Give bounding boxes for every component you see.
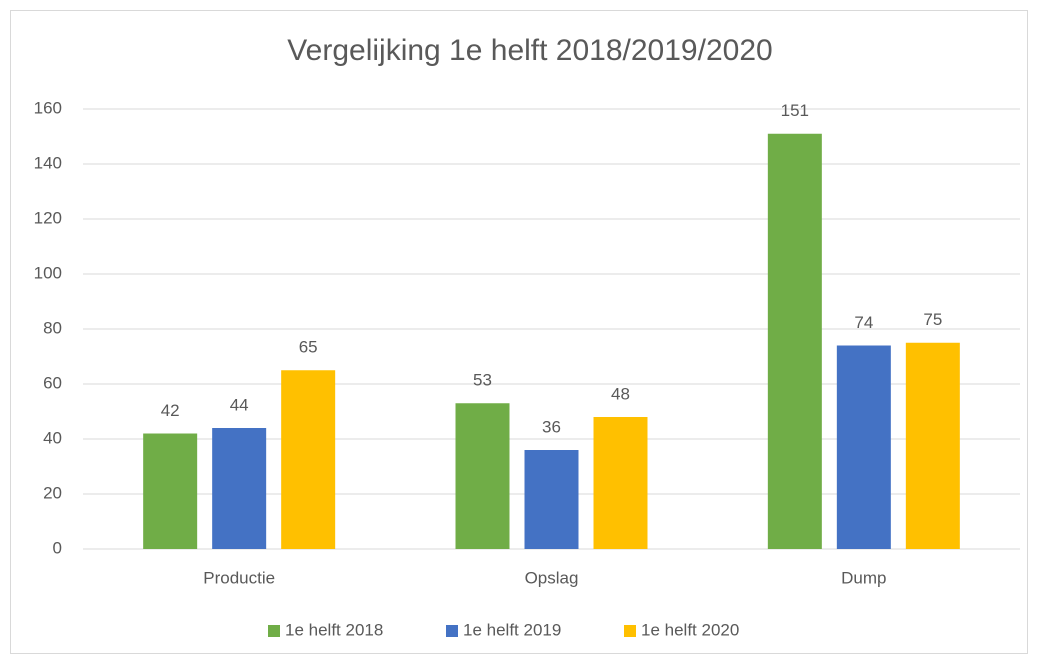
y-tick-label: 120 — [34, 208, 62, 227]
y-tick-label: 60 — [43, 373, 62, 392]
legend-swatch — [624, 625, 636, 637]
legend-label: 1e helft 2020 — [641, 620, 739, 639]
legend-swatch — [446, 625, 458, 637]
bar — [836, 345, 891, 549]
bar — [455, 403, 510, 549]
x-tick-label: Opslag — [525, 568, 579, 587]
bar — [593, 417, 648, 549]
bar — [905, 342, 960, 549]
bar — [281, 370, 336, 549]
chart-frame — [10, 10, 1028, 654]
y-tick-label: 160 — [34, 98, 62, 117]
y-tick-label: 80 — [43, 318, 62, 337]
data-label: 42 — [161, 401, 180, 420]
y-tick-label: 140 — [34, 153, 62, 172]
x-tick-label: Productie — [203, 568, 275, 587]
y-tick-label: 0 — [53, 538, 62, 557]
data-label: 74 — [854, 313, 873, 332]
x-tick-label: Dump — [841, 568, 886, 587]
y-tick-label: 20 — [43, 483, 62, 502]
data-label: 48 — [611, 384, 630, 403]
data-label: 65 — [299, 338, 318, 357]
bar — [524, 450, 579, 549]
data-label: 44 — [230, 395, 249, 414]
data-label: 75 — [923, 310, 942, 329]
data-label: 36 — [542, 417, 561, 436]
chart-title: Vergelijking 1e helft 2018/2019/2020 — [287, 34, 772, 67]
data-label: 53 — [473, 371, 492, 390]
y-tick-label: 40 — [43, 428, 62, 447]
legend-label: 1e helft 2018 — [285, 620, 383, 639]
y-tick-label: 100 — [34, 263, 62, 282]
bar — [212, 428, 267, 549]
bar — [143, 433, 198, 549]
data-label: 151 — [781, 101, 809, 120]
legend-label: 1e helft 2019 — [463, 620, 561, 639]
legend-swatch — [268, 625, 280, 637]
bar — [767, 133, 822, 549]
